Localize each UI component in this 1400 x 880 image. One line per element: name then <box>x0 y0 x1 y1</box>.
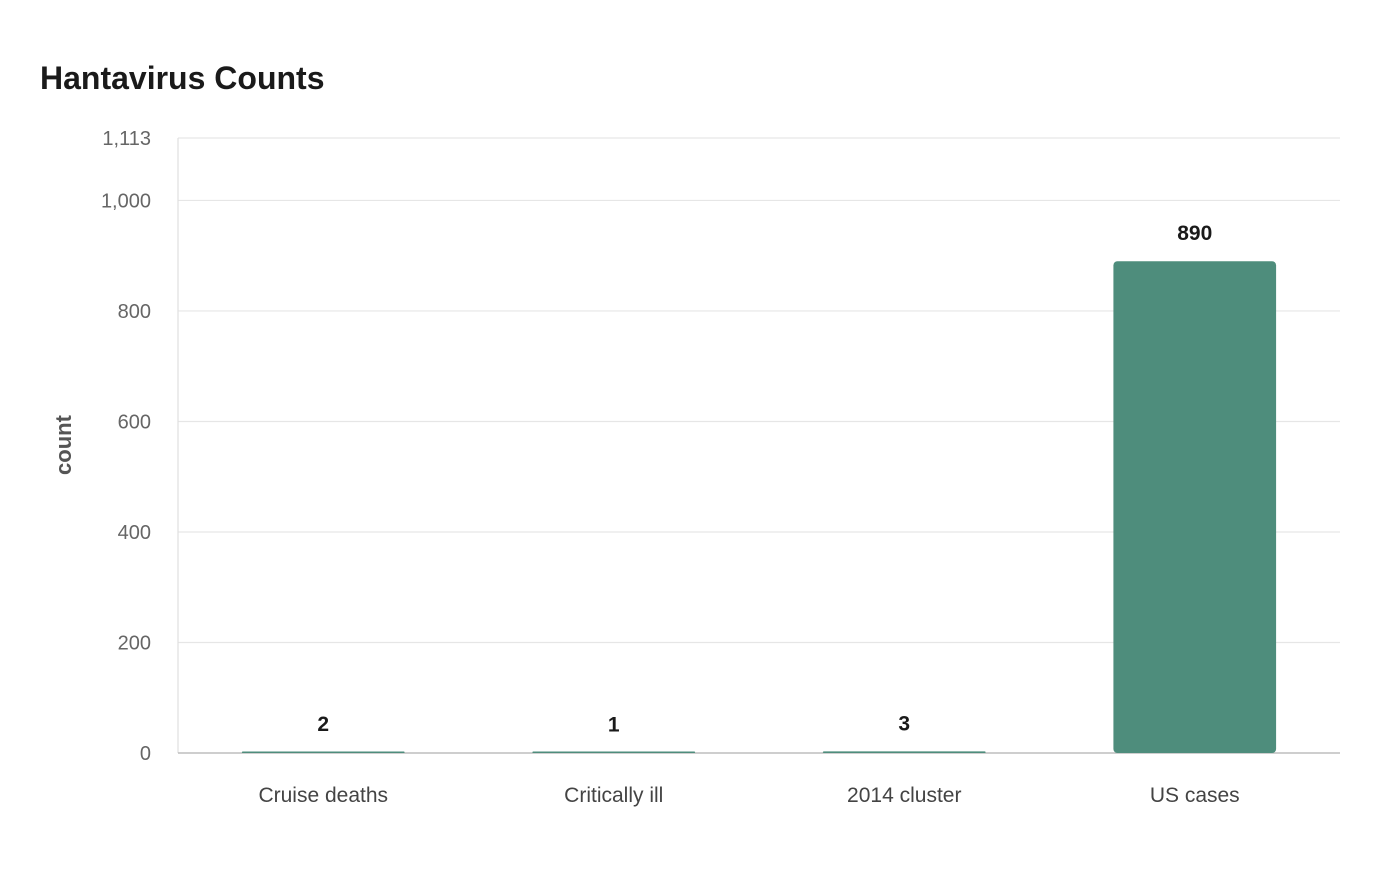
x-tick-label: US cases <box>1150 784 1240 807</box>
x-tick-label: 2014 cluster <box>847 784 961 807</box>
data-label: 3 <box>898 712 910 735</box>
data-label: 2 <box>317 713 329 736</box>
bar <box>1113 261 1277 753</box>
y-tick-label: 600 <box>118 411 151 433</box>
bar <box>532 751 696 753</box>
y-tick-label: 800 <box>118 301 151 323</box>
labels: 0 200 400 600 800 1,000 1,113 2 Cruise deaths 1 Cr… <box>101 128 1240 807</box>
x-tick-label: Cruise deaths <box>258 784 388 807</box>
data-label: 890 <box>1177 222 1212 245</box>
bar <box>241 751 405 753</box>
chart-title: Hantavirus Counts <box>40 60 325 96</box>
y-tick-label: 200 <box>118 632 151 654</box>
y-tick-label: 1,113 <box>102 128 151 150</box>
y-axis-title: count <box>51 414 76 475</box>
x-tick-label: Critically ill <box>564 784 663 807</box>
bar <box>822 751 986 753</box>
data-label: 1 <box>608 713 620 736</box>
bars <box>241 261 1277 753</box>
y-tick-label: 0 <box>140 743 151 765</box>
y-tick-label: 400 <box>118 522 151 544</box>
y-tick-label: 1,000 <box>101 190 151 212</box>
gridlines <box>178 137 1340 644</box>
